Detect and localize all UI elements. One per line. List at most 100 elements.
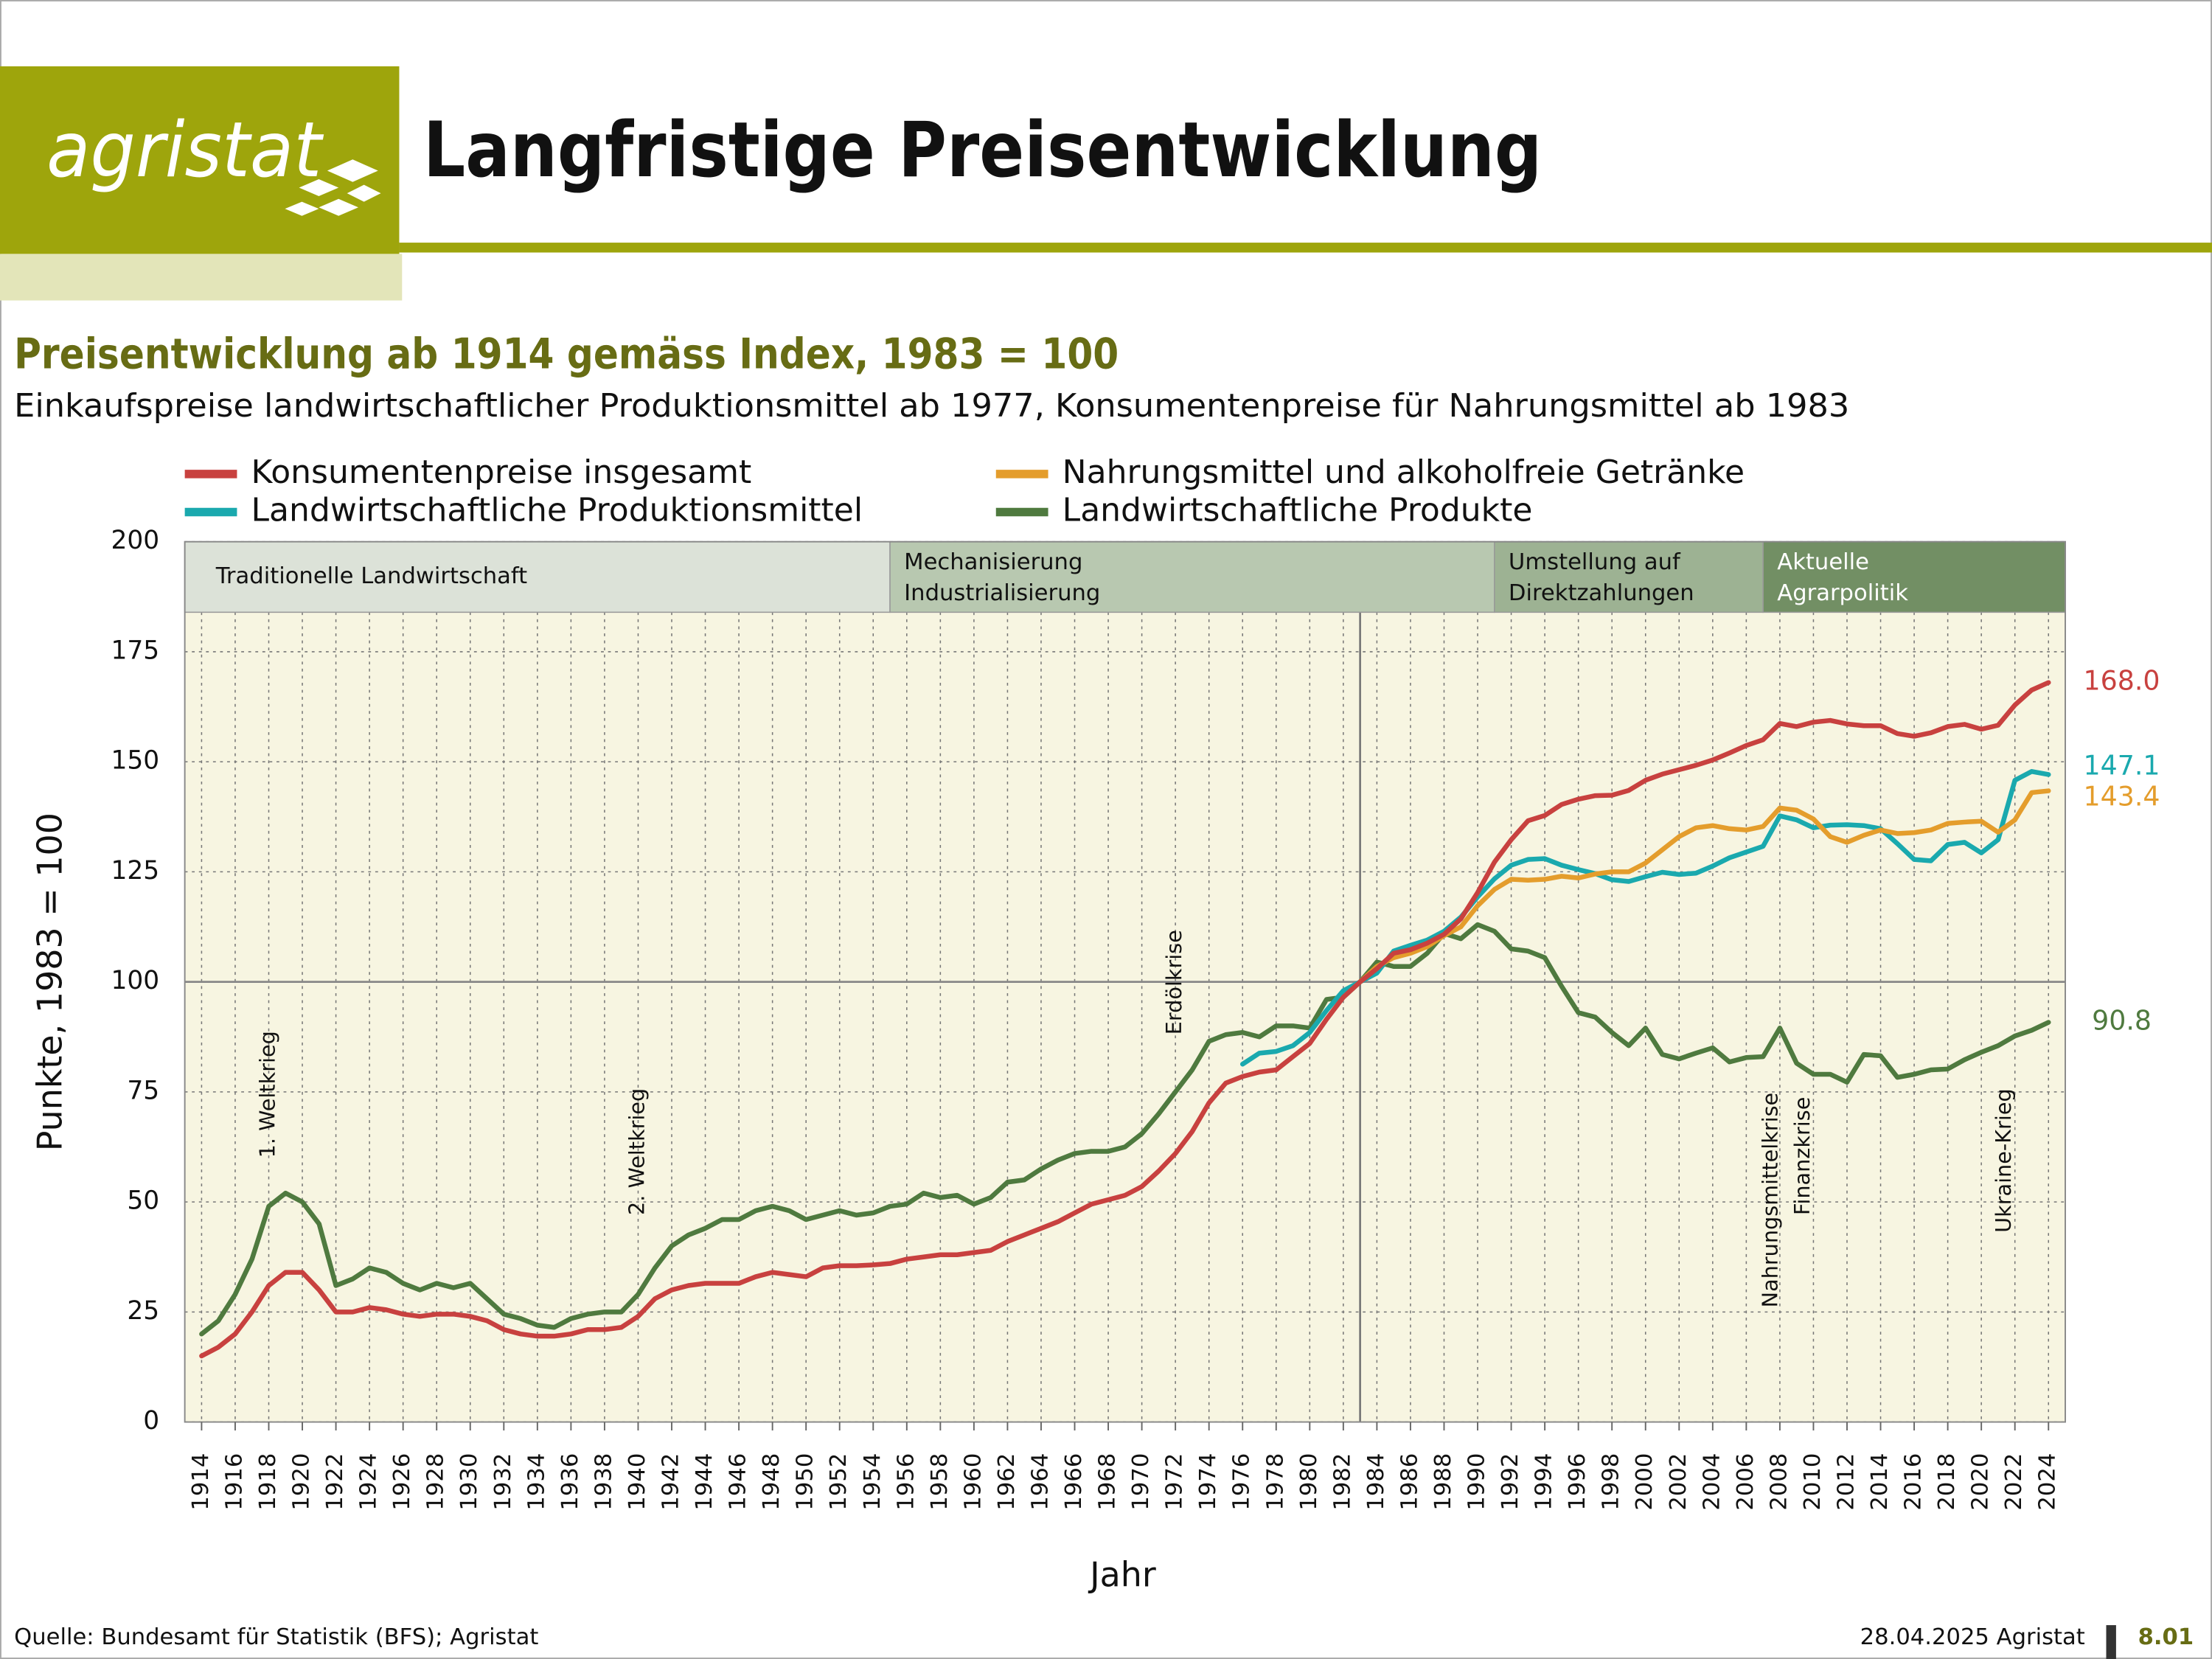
y-tick-label: 200 bbox=[111, 526, 159, 555]
phase-label: Agrarpolitik bbox=[1777, 580, 1908, 606]
x-tick-label: 2014 bbox=[1867, 1453, 1893, 1511]
x-tick-label: 1918 bbox=[255, 1453, 281, 1511]
x-tick-label: 2016 bbox=[1901, 1453, 1927, 1511]
x-tick-label: 1968 bbox=[1095, 1453, 1121, 1511]
x-tick-label: 2000 bbox=[1632, 1453, 1658, 1511]
chart-title: Preisentwicklung ab 1914 gemäss Index, 1… bbox=[14, 330, 1119, 379]
x-tick-label: 1996 bbox=[1565, 1453, 1590, 1511]
annotation: 1. Weltkrieg bbox=[254, 1031, 279, 1158]
annotation: Nahrungsmittelkrise bbox=[1758, 1093, 1783, 1308]
x-tick-label: 2004 bbox=[1699, 1453, 1725, 1511]
series-line bbox=[199, 922, 2051, 1337]
x-tick-label: 1994 bbox=[1531, 1453, 1557, 1511]
x-tick-label: 1966 bbox=[1061, 1453, 1087, 1511]
x-tick-label: 2020 bbox=[1968, 1453, 1994, 1511]
x-tick-label: 1942 bbox=[658, 1453, 684, 1511]
x-tick-label: 1988 bbox=[1430, 1453, 1456, 1511]
y-tick-label: 125 bbox=[111, 856, 159, 886]
x-tick-label: 1920 bbox=[289, 1453, 315, 1511]
x-tick-label: 1960 bbox=[960, 1453, 986, 1511]
x-tick-label: 1958 bbox=[927, 1453, 953, 1511]
x-tick-label: 1964 bbox=[1027, 1453, 1053, 1511]
x-tick-label: 1954 bbox=[860, 1453, 886, 1511]
x-tick-label: 1914 bbox=[188, 1453, 214, 1511]
phase-band bbox=[889, 540, 1495, 613]
legend-label: Nahrungsmittel und alkoholfreie Getränke bbox=[1062, 453, 1745, 491]
x-tick-label: 1938 bbox=[591, 1453, 616, 1511]
x-tick-label: 1926 bbox=[389, 1453, 415, 1511]
phase-band bbox=[1762, 540, 2066, 613]
x-tick-label: 2002 bbox=[1666, 1453, 1691, 1511]
y-tick-label: 100 bbox=[111, 966, 159, 995]
x-tick-label: 2006 bbox=[1733, 1453, 1759, 1511]
y-tick-label: 50 bbox=[127, 1186, 159, 1216]
date: 28.04.2025 Agristat bbox=[1860, 1624, 2085, 1650]
y-axis-title: Punkte, 1983 = 100 bbox=[29, 813, 69, 1151]
x-tick-label: 2008 bbox=[1766, 1453, 1792, 1511]
end-label: 168.0 bbox=[2084, 665, 2160, 697]
x-tick-label: 1976 bbox=[1229, 1453, 1255, 1511]
legend-label: Landwirtschaftliche Produkte bbox=[1062, 492, 1533, 529]
x-tick-label: 1944 bbox=[692, 1453, 717, 1511]
x-tick-label: 1932 bbox=[490, 1453, 516, 1511]
logo-box bbox=[0, 66, 400, 254]
source: Quelle: Bundesamt für Statistik (BFS); A… bbox=[14, 1624, 538, 1650]
end-label: 90.8 bbox=[2092, 1005, 2152, 1037]
x-tick-label: 1934 bbox=[524, 1453, 549, 1511]
y-tick-label: 75 bbox=[127, 1076, 159, 1105]
x-tick-label: 1928 bbox=[423, 1453, 449, 1511]
x-tick-label: 1998 bbox=[1599, 1453, 1624, 1511]
x-axis-title: Jahr bbox=[1088, 1555, 1156, 1595]
phase-label: Mechanisierung bbox=[904, 549, 1082, 575]
series-line bbox=[199, 680, 2051, 1359]
x-tick-label: 1946 bbox=[726, 1453, 751, 1511]
x-tick-label: 1970 bbox=[1128, 1453, 1154, 1511]
y-tick-label: 0 bbox=[143, 1406, 159, 1436]
x-tick-label: 1950 bbox=[793, 1453, 818, 1511]
series-line bbox=[1239, 769, 2051, 1067]
y-tick-label: 150 bbox=[111, 746, 159, 776]
page-title: Langfristige Preisentwicklung bbox=[423, 106, 1542, 195]
x-tick-label: 1930 bbox=[456, 1453, 482, 1511]
legend-label: Landwirtschaftliche Produktionsmittel bbox=[251, 492, 863, 529]
annotation: Erdölkrise bbox=[1161, 930, 1186, 1034]
end-label: 147.1 bbox=[2084, 749, 2160, 781]
x-tick-label: 1936 bbox=[557, 1453, 583, 1511]
x-tick-label: 1922 bbox=[322, 1453, 348, 1511]
series-line bbox=[1357, 788, 2051, 984]
annotation: 2. Weltkrieg bbox=[624, 1088, 649, 1215]
x-tick-label: 1986 bbox=[1397, 1453, 1422, 1511]
x-tick-label: 1992 bbox=[1498, 1453, 1523, 1511]
logo-stripe bbox=[0, 254, 403, 301]
phase-label: Industrialisierung bbox=[904, 580, 1100, 606]
annotation: Finanzkrise bbox=[1790, 1097, 1815, 1215]
x-tick-label: 2012 bbox=[1833, 1453, 1859, 1511]
phase-label: Traditionelle Landwirtschaft bbox=[215, 563, 527, 589]
header-rule bbox=[399, 243, 2212, 253]
x-tick-label: 2024 bbox=[2035, 1453, 2061, 1511]
phase-band bbox=[1494, 540, 1764, 613]
x-tick-label: 1984 bbox=[1363, 1453, 1389, 1511]
annotation: Ukraine-Krieg bbox=[1991, 1088, 2016, 1233]
footer-bar bbox=[2106, 1625, 2116, 1659]
end-label: 143.4 bbox=[2084, 781, 2160, 813]
y-tick-label: 175 bbox=[111, 636, 159, 665]
x-tick-label: 1952 bbox=[826, 1453, 852, 1511]
legend-label: Konsumentenpreise insgesamt bbox=[251, 453, 752, 491]
x-tick-label: 1972 bbox=[1162, 1453, 1188, 1511]
phase-label: Direktzahlungen bbox=[1509, 580, 1694, 606]
x-tick-label: 1916 bbox=[221, 1453, 247, 1511]
x-tick-label: 2010 bbox=[1800, 1453, 1826, 1511]
x-tick-label: 1924 bbox=[356, 1453, 382, 1511]
x-tick-label: 2022 bbox=[2001, 1453, 2027, 1511]
phase-label: Aktuelle bbox=[1777, 549, 1869, 575]
x-tick-label: 1940 bbox=[625, 1453, 650, 1511]
x-tick-label: 1990 bbox=[1464, 1453, 1490, 1511]
x-tick-label: 1978 bbox=[1262, 1453, 1288, 1511]
x-tick-label: 1982 bbox=[1329, 1453, 1355, 1511]
phase-label: Umstellung auf bbox=[1509, 549, 1681, 575]
page-number: 8.01 bbox=[2138, 1624, 2194, 1650]
y-tick-label: 25 bbox=[127, 1296, 159, 1326]
